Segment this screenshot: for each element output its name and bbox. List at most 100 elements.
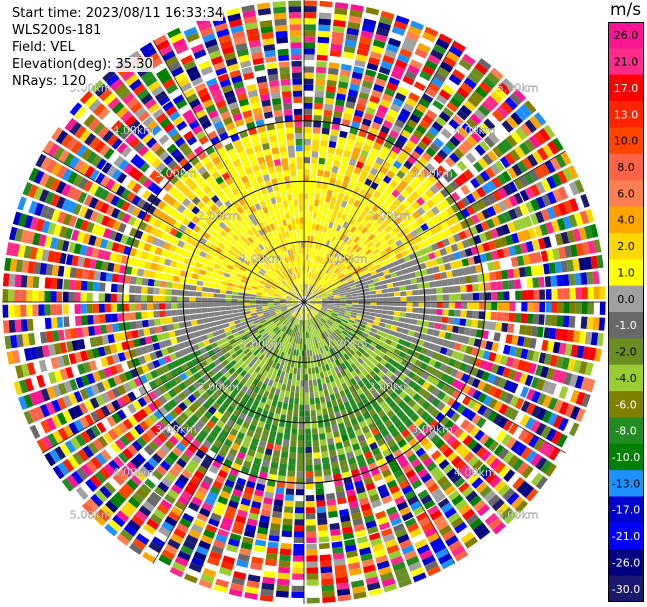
radar-gate (219, 306, 226, 311)
radar-gate (292, 302, 298, 304)
radar-gate (310, 286, 315, 293)
radar-gate (383, 233, 392, 241)
radar-gate (417, 377, 426, 387)
radar-gate (238, 352, 246, 359)
radar-gate (158, 221, 168, 231)
radar-gate (284, 500, 294, 508)
radar-gate (435, 315, 443, 323)
radar-gate (515, 127, 528, 141)
radar-gate (556, 433, 568, 448)
radar-gate (340, 297, 347, 300)
radar-gate (338, 219, 345, 227)
radar-gate (35, 218, 45, 232)
radar-gate (363, 329, 371, 335)
radar-gate (143, 461, 155, 473)
radar-gate (369, 290, 376, 295)
radar-gate (278, 469, 287, 477)
radar-gate (392, 561, 406, 572)
radar-gate (189, 414, 199, 424)
radar-gate (147, 311, 154, 319)
radar-gate (225, 253, 233, 260)
radar-gate (446, 468, 458, 479)
radar-gate (340, 332, 347, 338)
radar-gate (369, 441, 378, 451)
radar-gate (258, 328, 265, 334)
radar-gate (208, 337, 216, 344)
radar-gate (506, 492, 520, 506)
radar-gate (366, 436, 376, 445)
radar-gate (330, 273, 337, 279)
radar-gate (523, 172, 535, 185)
radar-gate (157, 211, 167, 221)
radar-gate (321, 352, 326, 360)
radar-gate (423, 314, 431, 321)
radar-gate (55, 130, 68, 145)
radar-gate (306, 567, 319, 574)
radar-gate (495, 502, 509, 516)
radar-gate (333, 405, 340, 413)
radar-gate (537, 326, 545, 338)
radar-gate (182, 187, 192, 197)
radar-gate (280, 294, 287, 298)
radar-gate (280, 324, 285, 331)
radar-gate (380, 229, 388, 237)
radar-gate (203, 323, 211, 329)
radar-gate (193, 518, 206, 529)
radar-gate (421, 151, 432, 162)
radar-gate (131, 182, 142, 194)
radar-gate (209, 429, 219, 439)
radar-gate (226, 433, 236, 442)
radar-gate (332, 191, 339, 199)
radar-gate (226, 310, 233, 315)
radar-gate (320, 359, 325, 366)
radar-gate (98, 144, 111, 157)
radar-gate (422, 114, 434, 125)
radar-gate (248, 344, 255, 351)
radar-gate (587, 286, 594, 300)
radar-gate (351, 71, 363, 80)
radar-gate (294, 294, 300, 299)
radar-gate (429, 184, 440, 195)
radar-gate (88, 183, 99, 196)
radar-gate (299, 325, 302, 332)
radar-gate (325, 330, 331, 336)
radar-gate (404, 70, 417, 81)
radar-gate (308, 337, 311, 344)
radar-gate (173, 528, 187, 539)
radar-gate (309, 298, 316, 301)
radar-gate (54, 446, 66, 460)
radar-gate (315, 397, 321, 404)
radar-gate (85, 498, 99, 512)
radar-gate (340, 241, 346, 248)
radar-gate (391, 124, 402, 134)
radar-gate (115, 124, 128, 137)
radar-gate (459, 249, 467, 259)
radar-gate (145, 428, 156, 440)
radar-gate (304, 338, 307, 345)
radar-gate (436, 390, 446, 401)
radar-gate (222, 323, 230, 329)
radar-gate (111, 387, 121, 398)
radar-gate (444, 485, 456, 497)
radar-gate (217, 270, 225, 276)
radar-gate (238, 329, 245, 335)
radar-gate (249, 294, 257, 297)
radar-gate (382, 293, 389, 298)
radar-gate (327, 261, 332, 268)
radar-gate (418, 302, 425, 308)
radar-gate (344, 289, 352, 293)
radar-gate (131, 267, 139, 276)
radar-gate (257, 262, 264, 268)
radar-gate (501, 322, 509, 333)
radar-gate (471, 347, 479, 357)
radar-gate (454, 521, 468, 534)
radar-gate (245, 329, 252, 336)
radar-gate (81, 269, 89, 280)
radar-gate (429, 419, 439, 429)
radar-gate (176, 442, 187, 453)
radar-gate (332, 223, 338, 230)
radar-gate (439, 363, 448, 372)
radar-gate (489, 457, 502, 470)
radar-gate (370, 305, 377, 309)
radar-gate (312, 310, 317, 316)
